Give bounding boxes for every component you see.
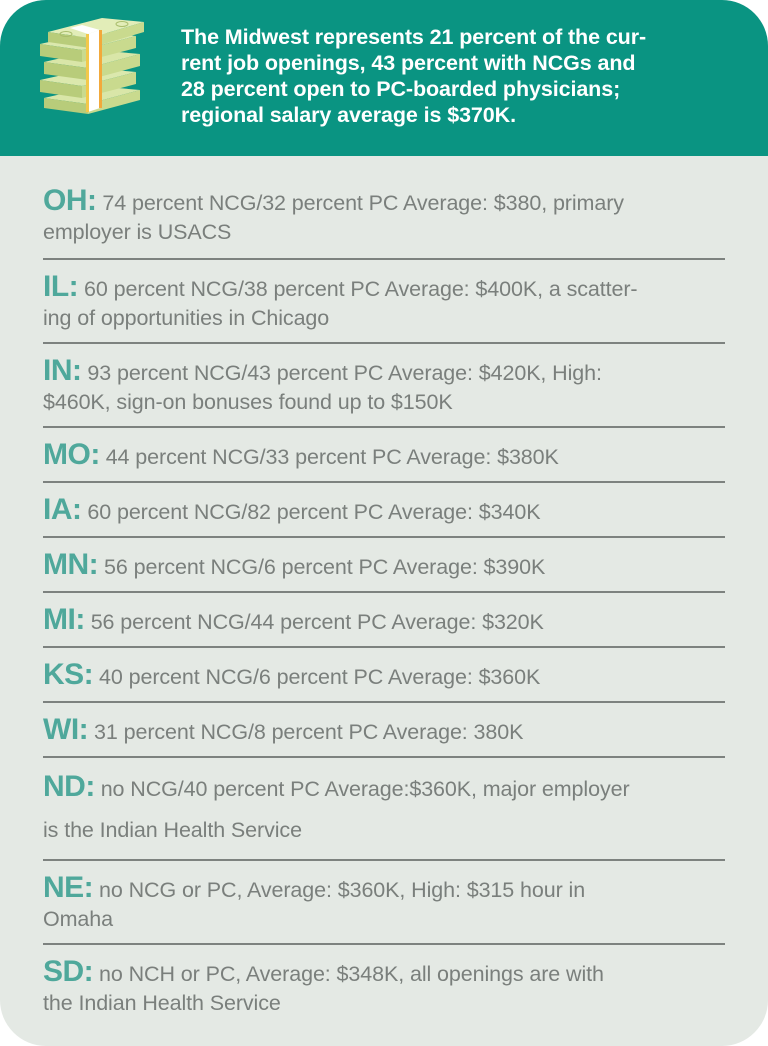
state-row-mn: MN: 56 percent NCG/6 percent PC Average:… [43, 538, 725, 593]
state-code: MI: [43, 603, 85, 636]
summary-header: The Midwest represents 21 percent of the… [0, 0, 768, 156]
state-row-ne: NE: no NCG or PC, Average: $360K, High: … [43, 861, 725, 945]
summary-line: The Midwest represents 21 percent of the… [181, 25, 647, 49]
state-code: IL: [43, 270, 79, 303]
state-row-mi: MI: 56 percent NCG/44 percent PC Average… [43, 593, 725, 648]
state-list: OH: 74 percent NCG/32 percent PC Average… [43, 156, 725, 1029]
summary-line: 28 percent open to PC-boarded physicians… [181, 77, 621, 101]
state-row-il: IL: 60 percent NCG/38 percent PC Average… [43, 260, 725, 344]
state-details: 56 percent NCG/44 percent PC Average: $3… [84, 610, 544, 634]
state-code: MO: [43, 438, 100, 471]
money-stack-icon [40, 18, 144, 114]
state-code: NE: [43, 871, 94, 904]
state-code: WI: [43, 713, 89, 746]
state-details: no NCG or PC, Average: $360K, High: $315… [93, 878, 586, 902]
state-row-ks: KS: 40 percent NCG/6 percent PC Average:… [43, 648, 725, 703]
state-details: 56 percent NCG/6 percent PC Average: $39… [98, 555, 546, 579]
state-details: no NCG/40 percent PC Average:$360K, majo… [94, 777, 630, 801]
state-code: KS: [43, 658, 94, 691]
state-details: 74 percent NCG/32 percent PC Average: $3… [96, 191, 624, 215]
summary-line: regional salary average is $370K. [181, 103, 516, 127]
state-code: MN: [43, 548, 99, 581]
summary-line: rent job openings, 43 percent with NCGs … [181, 51, 636, 75]
summary-text: The Midwest represents 21 percent of the… [181, 24, 751, 128]
state-details-cont: the Indian Health Service [43, 991, 281, 1015]
state-details-cont: $460K, sign-on bonuses found up to $150K [43, 390, 453, 414]
state-code: IN: [43, 354, 82, 387]
state-row-mo: MO: 44 percent NCG/33 percent PC Average… [43, 428, 725, 483]
state-details: 40 percent NCG/6 percent PC Average: $36… [93, 665, 541, 689]
state-details: 93 percent NCG/43 percent PC Average: $4… [81, 361, 602, 385]
state-details: 60 percent NCG/82 percent PC Average: $3… [81, 500, 541, 524]
state-row-in: IN: 93 percent NCG/43 percent PC Average… [43, 344, 725, 428]
state-details: no NCH or PC, Average: $348K, all openin… [93, 962, 604, 986]
state-row-sd: SD: no NCH or PC, Average: $348K, all op… [43, 945, 725, 1029]
state-details: 31 percent NCG/8 percent PC Average: 380… [88, 720, 524, 744]
state-details: 44 percent NCG/33 percent PC Average: $3… [99, 445, 559, 469]
state-details-cont: ing of opportunities in Chicago [43, 306, 330, 330]
state-code: OH: [43, 184, 97, 217]
state-code: SD: [43, 955, 94, 988]
state-details-cont: is the Indian Health Service [43, 818, 302, 842]
state-details: 60 percent NCG/38 percent PC Average: $4… [78, 277, 638, 301]
state-row-wi: WI: 31 percent NCG/8 percent PC Average:… [43, 703, 725, 758]
state-row-ia: IA: 60 percent NCG/82 percent PC Average… [43, 483, 725, 538]
state-code: ND: [43, 770, 95, 803]
state-code: IA: [43, 493, 82, 526]
state-row-nd: ND: no NCG/40 percent PC Average:$360K, … [43, 758, 725, 861]
state-row-oh: OH: 74 percent NCG/32 percent PC Average… [43, 156, 725, 260]
state-details-cont: employer is USACS [43, 220, 232, 244]
state-details-cont: Omaha [43, 907, 114, 931]
